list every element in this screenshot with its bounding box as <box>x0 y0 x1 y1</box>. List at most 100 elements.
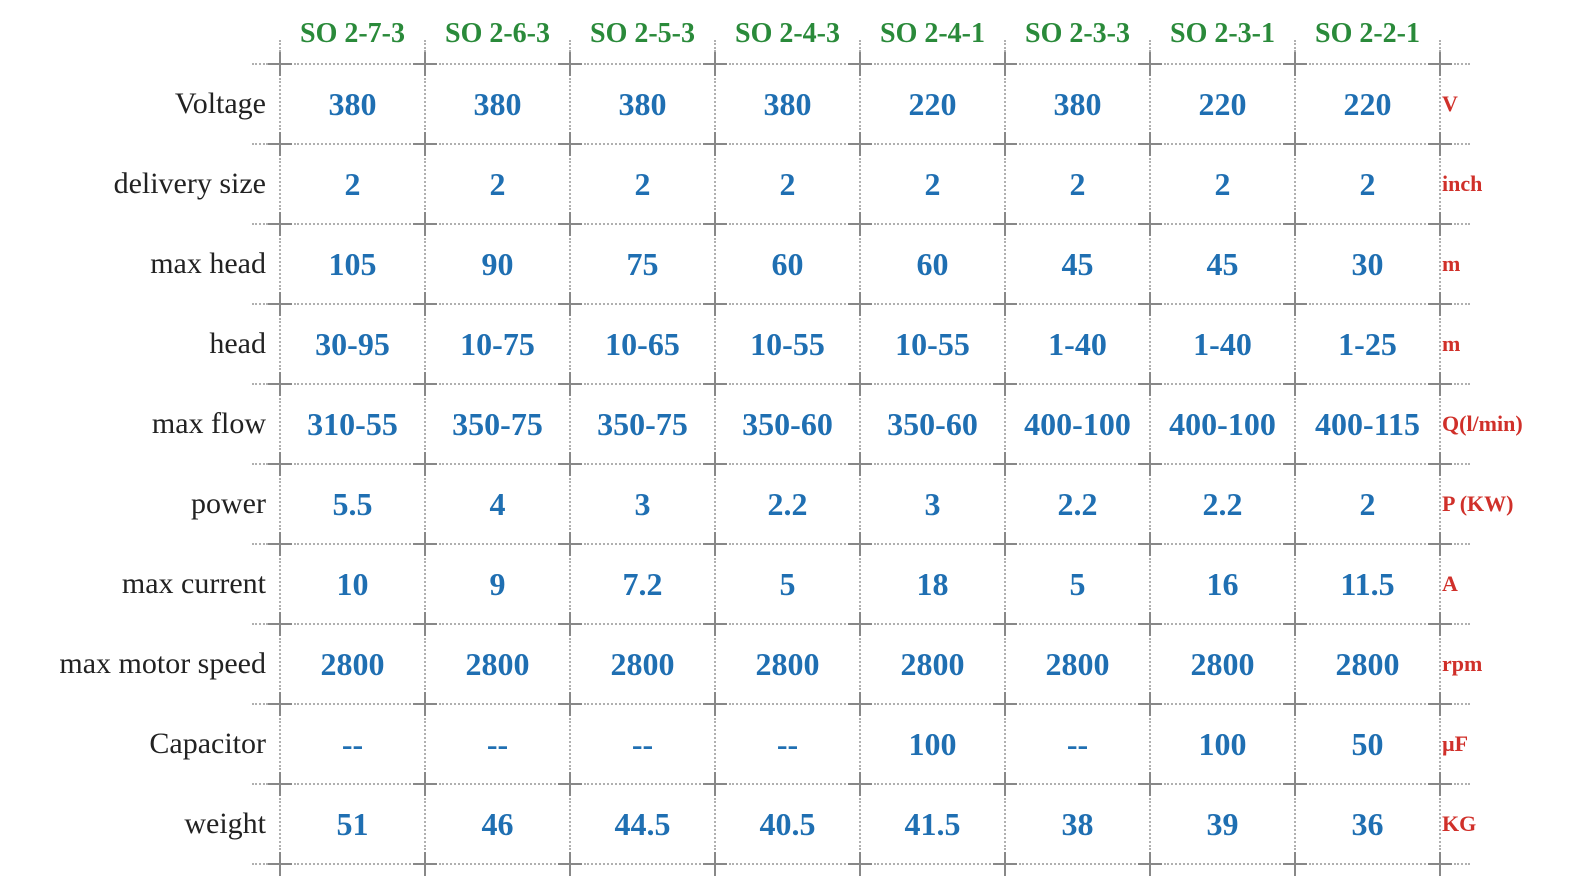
table-separator <box>558 223 570 225</box>
table-separator <box>1004 624 1006 636</box>
table-separator <box>859 304 861 316</box>
table-separator <box>729 383 846 385</box>
table-separator <box>1004 718 1006 770</box>
unit-1: inch <box>1440 144 1570 224</box>
table-separator <box>439 703 556 705</box>
table-separator <box>1454 383 1470 385</box>
cell-r6-c5: 5 <box>1005 544 1150 624</box>
table-separator <box>1283 703 1295 705</box>
table-separator <box>1149 304 1151 316</box>
table-separator <box>860 863 872 865</box>
table-separator <box>424 464 426 476</box>
cell-r1-c0: 2 <box>280 144 425 224</box>
table-separator <box>279 398 281 450</box>
table-separator <box>1439 784 1441 796</box>
table-separator <box>439 863 556 865</box>
table-separator <box>1295 223 1307 225</box>
table-separator <box>1440 63 1452 65</box>
table-separator <box>413 63 425 65</box>
table-separator <box>714 318 716 370</box>
table-separator <box>279 384 281 396</box>
table-separator <box>569 158 571 210</box>
row-label-9: weight <box>0 784 280 864</box>
unit-8: µF <box>1440 704 1570 784</box>
col-header-5: SO 2-3-3 <box>1005 10 1150 58</box>
table-separator <box>874 63 991 65</box>
table-separator <box>439 223 556 225</box>
table-separator <box>268 63 280 65</box>
row-label-8: Capacitor <box>0 704 280 784</box>
table-separator <box>569 478 571 530</box>
table-separator <box>584 63 701 65</box>
table-separator <box>703 543 715 545</box>
table-separator <box>703 303 715 305</box>
table-separator <box>874 463 991 465</box>
table-separator <box>860 623 872 625</box>
table-separator <box>1294 398 1296 450</box>
table-separator <box>1294 144 1296 156</box>
table-separator <box>569 384 571 396</box>
table-separator <box>1005 383 1017 385</box>
table-separator <box>848 463 860 465</box>
table-separator <box>1138 783 1150 785</box>
table-separator <box>424 398 426 450</box>
table-separator <box>874 223 991 225</box>
table-separator <box>848 383 860 385</box>
table-separator <box>1294 544 1296 556</box>
table-separator <box>703 463 715 465</box>
table-separator <box>252 703 268 705</box>
table-separator <box>252 783 268 785</box>
table-separator <box>268 783 280 785</box>
table-separator <box>252 63 268 65</box>
table-separator <box>1283 783 1295 785</box>
cell-r9-c6: 39 <box>1150 784 1295 864</box>
table-separator <box>714 864 716 876</box>
table-separator <box>1005 303 1017 305</box>
table-separator <box>1440 863 1452 865</box>
table-separator <box>1004 78 1006 130</box>
table-separator <box>859 398 861 450</box>
table-separator <box>425 703 437 705</box>
table-separator <box>1164 543 1281 545</box>
table-separator <box>252 863 268 865</box>
table-separator <box>558 863 570 865</box>
table-separator <box>1440 303 1452 305</box>
table-separator <box>1149 384 1151 396</box>
table-separator <box>714 40 716 52</box>
table-separator <box>1138 863 1150 865</box>
table-separator <box>1454 463 1470 465</box>
cell-r5-c6: 2.2 <box>1150 464 1295 544</box>
table-separator <box>1283 223 1295 225</box>
table-separator <box>729 143 846 145</box>
table-separator <box>294 783 411 785</box>
unit-2: m <box>1440 224 1570 304</box>
table-separator <box>1283 623 1295 625</box>
table-separator <box>268 623 280 625</box>
table-separator <box>1294 624 1296 636</box>
table-separator <box>703 223 715 225</box>
table-separator <box>874 863 991 865</box>
cell-r2-c7: 30 <box>1295 224 1440 304</box>
table-separator <box>848 543 860 545</box>
table-separator <box>848 703 860 705</box>
table-separator <box>859 718 861 770</box>
table-separator <box>1294 464 1296 476</box>
unit-5: P (KW) <box>1440 464 1570 544</box>
table-separator <box>584 863 701 865</box>
table-separator <box>859 144 861 156</box>
table-separator <box>569 238 571 290</box>
table-separator <box>268 303 280 305</box>
table-separator <box>1150 703 1162 705</box>
table-separator <box>558 303 570 305</box>
unit-6: A <box>1440 544 1570 624</box>
cell-r0-c7: 220 <box>1295 64 1440 144</box>
cell-r3-c2: 10-65 <box>570 304 715 384</box>
table-separator <box>715 383 727 385</box>
table-separator <box>1150 543 1162 545</box>
table-separator <box>1294 638 1296 690</box>
table-separator <box>439 143 556 145</box>
cell-r7-c7: 2800 <box>1295 624 1440 704</box>
table-separator <box>1439 224 1441 236</box>
cell-r0-c5: 380 <box>1005 64 1150 144</box>
table-separator <box>413 383 425 385</box>
